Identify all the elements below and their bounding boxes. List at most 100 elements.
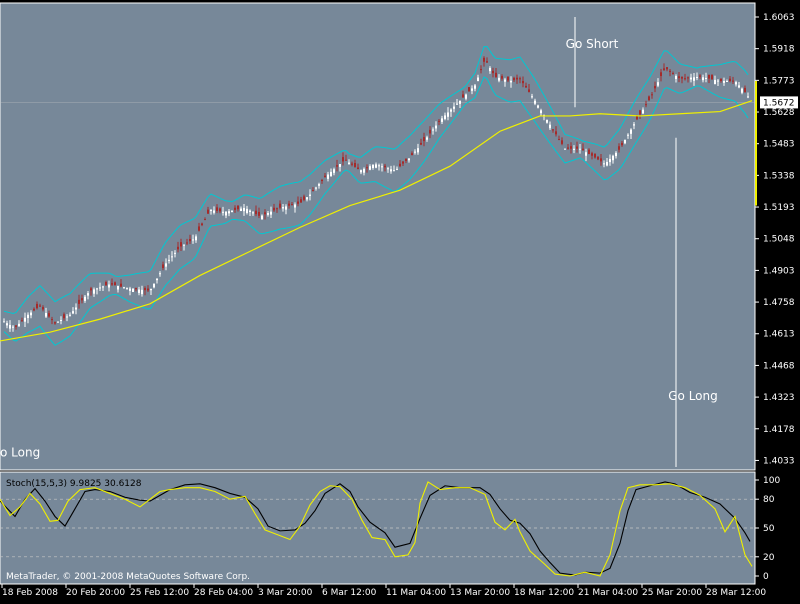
- candle-body: [129, 288, 131, 291]
- candle-body: [447, 112, 449, 117]
- candle-body: [678, 76, 680, 79]
- time-tick-label: 28 Feb 04:00: [194, 588, 253, 598]
- candle-body: [549, 124, 551, 129]
- candle-body: [417, 148, 419, 153]
- copyright-text: MetaTrader, © 2001-2008 MetaQuotes Softw…: [6, 572, 250, 582]
- candle-body: [420, 142, 422, 145]
- price-tick-label: 1.5338: [763, 171, 795, 181]
- candle-body: [585, 152, 587, 156]
- candle-body: [396, 168, 398, 170]
- candle-body: [348, 162, 350, 165]
- candle-body: [126, 287, 128, 289]
- candle-body: [486, 61, 488, 63]
- time-tick-label: 28 Mar 12:00: [706, 588, 766, 598]
- candle-body: [618, 146, 620, 150]
- candle-body: [669, 70, 671, 72]
- time-tick-label: 6 Mar 12:00: [322, 588, 377, 598]
- candle-body: [372, 164, 374, 169]
- candle-body: [468, 87, 470, 92]
- candle-body: [93, 289, 95, 294]
- candle-body: [489, 67, 491, 72]
- candle-body: [654, 85, 656, 89]
- stochastic-tick-label: 50: [763, 524, 775, 534]
- candle-body: [522, 81, 524, 84]
- candle-body: [474, 85, 476, 89]
- candle-body: [567, 147, 569, 149]
- candle-body: [528, 89, 530, 92]
- candle-body: [714, 79, 716, 85]
- candle-body: [27, 314, 29, 319]
- candle-body: [411, 153, 413, 156]
- price-panel-background: [0, 2, 756, 471]
- candle-body: [351, 163, 353, 165]
- candle-body: [15, 325, 17, 327]
- candle-body: [438, 120, 440, 122]
- candle-body: [540, 110, 542, 114]
- candle-body: [360, 170, 362, 173]
- time-tick-label: 3 Mar 20:00: [258, 588, 313, 598]
- candle-body: [402, 161, 404, 164]
- candle-body: [504, 79, 506, 82]
- candle-body: [117, 285, 119, 290]
- candle-body: [135, 288, 137, 290]
- candle-body: [693, 77, 695, 81]
- candle-body: [168, 259, 170, 261]
- candle-body: [390, 169, 392, 172]
- candle-body: [291, 204, 293, 206]
- stochastic-tick-label: 100: [763, 476, 780, 486]
- candle-body: [114, 282, 116, 286]
- candle-body: [72, 311, 74, 314]
- candle-body: [48, 313, 50, 317]
- candle-body: [198, 226, 200, 231]
- candle-body: [24, 317, 26, 322]
- candle-body: [456, 103, 458, 105]
- candle-body: [609, 158, 611, 163]
- candle-body: [159, 273, 161, 275]
- candle-body: [339, 164, 341, 167]
- price-axis: 1.6063 1.5918 1.5773 1.5628 1.5483 1.5338 1.51…: [755, 13, 795, 466]
- candle-body: [81, 298, 83, 301]
- candle-body: [309, 194, 311, 196]
- time-tick-label: 18 Feb 2008: [2, 588, 58, 598]
- candle-body: [465, 94, 467, 99]
- candle-body: [741, 88, 743, 93]
- candle-body: [558, 139, 560, 141]
- candle-body: [138, 289, 140, 293]
- candle-body: [297, 201, 299, 204]
- candle-body: [54, 322, 56, 324]
- candle-body: [18, 323, 20, 327]
- candle-body: [204, 219, 206, 221]
- candle-body: [429, 129, 431, 134]
- candle-body: [687, 77, 689, 79]
- candle-body: [690, 77, 692, 80]
- candle-body: [702, 77, 704, 81]
- time-tick-label: 25 Feb 12:00: [130, 588, 189, 598]
- candle-body: [345, 159, 347, 161]
- candle-body: [258, 211, 260, 216]
- candle-body: [399, 163, 401, 167]
- candle-body: [231, 210, 233, 213]
- candle-body: [624, 139, 626, 144]
- candle-body: [264, 212, 266, 215]
- candle-body: [207, 209, 209, 214]
- candle-body: [600, 158, 602, 162]
- price-tick-label: 1.5628: [763, 108, 795, 118]
- bollinger-bands: [3, 46, 749, 346]
- candle-body: [546, 119, 548, 123]
- price-tick-label: 1.6063: [763, 13, 795, 23]
- candle-body: [393, 170, 395, 172]
- candle-body: [657, 82, 659, 86]
- candle-body: [747, 96, 749, 98]
- candle-body: [534, 100, 536, 104]
- candle-body: [336, 165, 338, 167]
- candle-body: [696, 76, 698, 78]
- candle-body: [228, 211, 230, 214]
- candle-body: [597, 156, 599, 160]
- candle-body: [246, 208, 248, 213]
- time-tick-label: 18 Mar 12:00: [514, 588, 574, 598]
- moving-average-line: [0, 100, 753, 342]
- candle-body: [111, 283, 113, 285]
- candle-body: [357, 167, 359, 170]
- price-tick-label: 1.4178: [763, 425, 795, 435]
